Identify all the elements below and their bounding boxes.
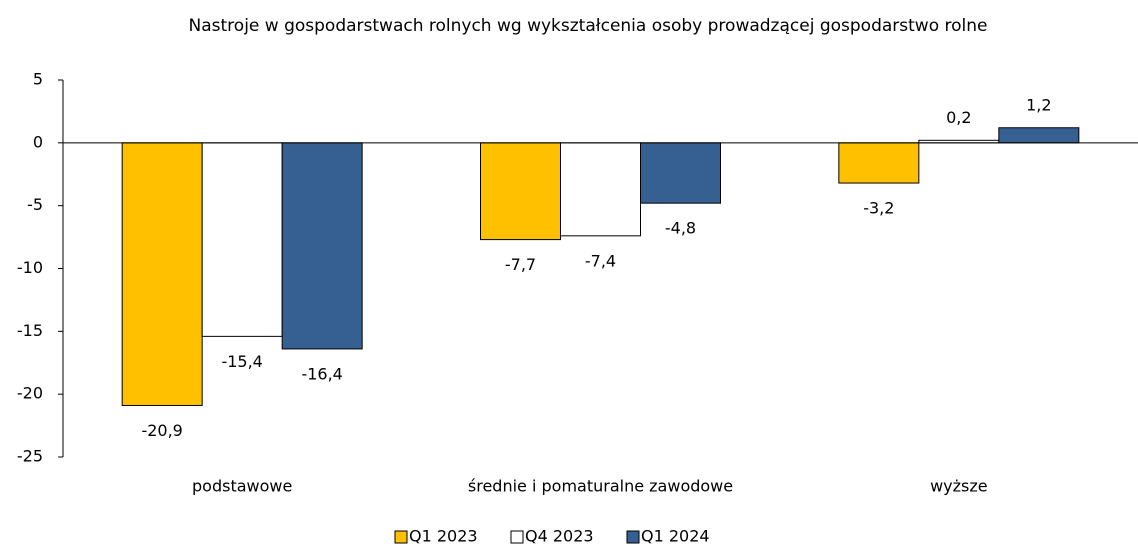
bar xyxy=(560,142,641,237)
x-tick-label: średnie i pomaturalne zawodowe xyxy=(468,477,733,496)
y-tick-label: 0 xyxy=(33,132,43,151)
legend-label: Q4 2023 xyxy=(525,527,594,546)
y-tick-label: -5 xyxy=(27,195,43,214)
y-tick-label: -20 xyxy=(17,384,43,403)
legend-swatch xyxy=(626,530,640,544)
legend-label: Q1 2023 xyxy=(409,527,478,546)
data-label: -15,4 xyxy=(221,352,262,371)
data-label: -20,9 xyxy=(141,421,182,440)
x-tick-label: podstawowe xyxy=(192,477,292,496)
data-label: -3,2 xyxy=(863,199,894,218)
bar xyxy=(998,127,1080,144)
legend-label: Q1 2024 xyxy=(641,527,710,546)
legend-swatch xyxy=(510,530,524,544)
data-label: 1,2 xyxy=(1026,95,1051,114)
legend-swatch xyxy=(394,530,408,544)
bar xyxy=(201,142,283,337)
bar xyxy=(838,142,920,184)
data-label: -7,7 xyxy=(505,255,536,274)
bar xyxy=(281,142,363,350)
x-tick-label: wyższe xyxy=(930,477,988,496)
bar xyxy=(121,142,203,406)
y-tick-label: 5 xyxy=(33,70,43,89)
chart-title: Nastroje w gospodarstwach rolnych wg wyk… xyxy=(188,16,988,36)
data-label: -4,8 xyxy=(665,219,696,238)
y-tick-label: -15 xyxy=(17,321,43,340)
data-label: -7,4 xyxy=(585,251,616,270)
y-tick-label: -25 xyxy=(17,447,43,466)
bar xyxy=(640,142,721,204)
data-label: -16,4 xyxy=(301,364,342,383)
bar xyxy=(480,142,561,241)
data-label: 0,2 xyxy=(946,108,971,127)
y-tick-label: -10 xyxy=(17,258,43,277)
